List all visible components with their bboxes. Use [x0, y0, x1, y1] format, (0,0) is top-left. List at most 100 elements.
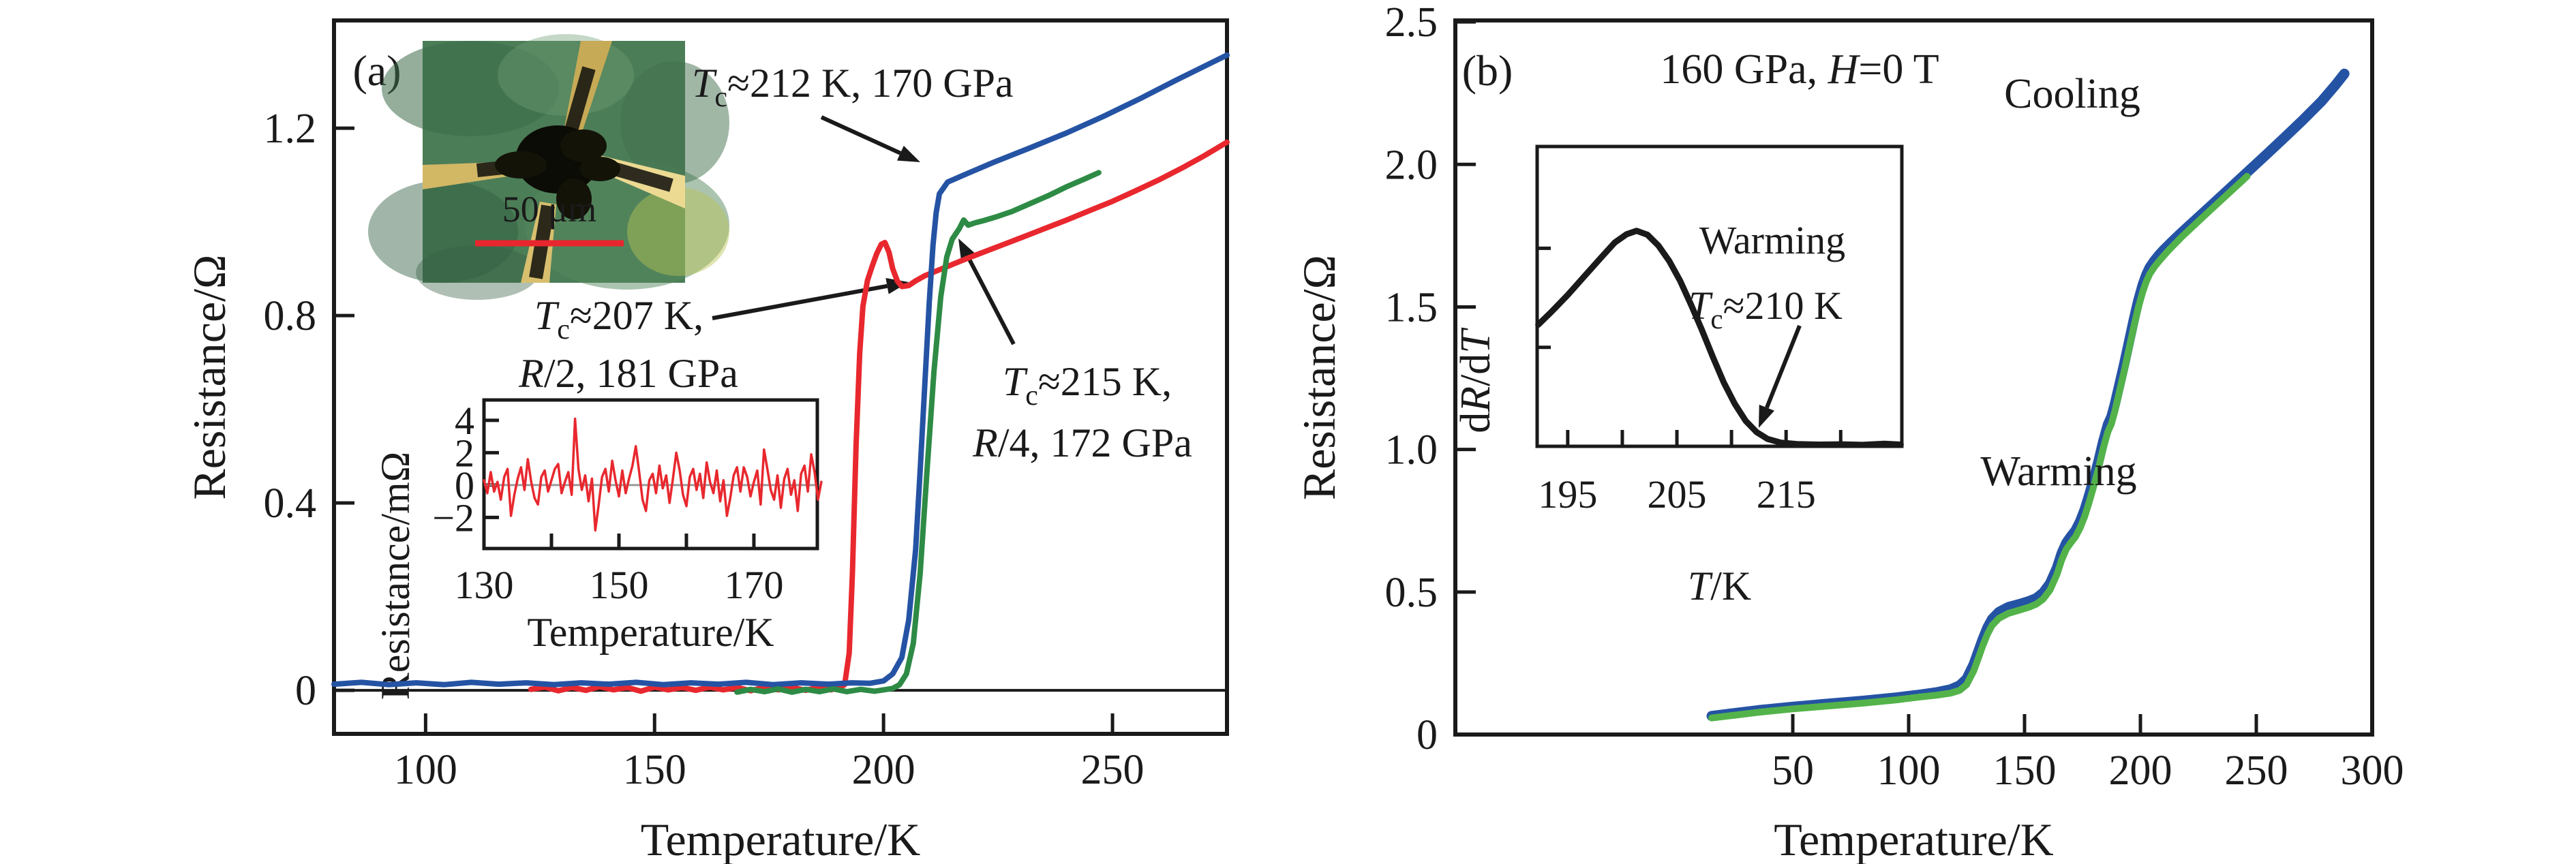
- text-run: T: [1003, 359, 1028, 404]
- text-run: c: [1025, 380, 1038, 412]
- text-run: T: [534, 293, 560, 338]
- annotation-tc-210: Tc≈210 K: [1688, 283, 1843, 335]
- photo-texture: [627, 187, 729, 276]
- panel-b-frame: [1453, 18, 2374, 737]
- x-tick-label: 300: [2341, 747, 2404, 794]
- y-tick-label: 1.2: [264, 106, 317, 152]
- cooling-label: Cooling: [2004, 71, 2140, 117]
- noise-inset-yaxis-title: Resistance/mΩ: [373, 452, 418, 700]
- text-run: /4, 172 GPa: [998, 420, 1192, 465]
- noise-y-tick-label: −2: [432, 495, 474, 540]
- sample-arm: [556, 179, 592, 219]
- sample-arm: [495, 151, 547, 179]
- y-tick-label: 1.0: [1385, 427, 1438, 474]
- text-run: T: [1688, 283, 1713, 328]
- drdt-inset-xaxis-title: T/K: [1688, 564, 1751, 608]
- drdt-x-tick-label: 215: [1757, 472, 1816, 516]
- curve-warming: [1708, 172, 2251, 722]
- y-tick-label: 0.5: [1385, 570, 1438, 616]
- x-tick-label: 100: [1877, 747, 1941, 794]
- y-tick-label: 0.4: [264, 480, 317, 527]
- y-tick-label: 0: [295, 668, 316, 714]
- annotation-tc-212: Tc≈212 K, 170 GPa: [692, 61, 1014, 113]
- noise-inset-frame: [482, 398, 819, 551]
- photo-texture: [416, 245, 539, 300]
- noise-inset-xaxis-title: Temperature/K: [527, 610, 774, 655]
- text-run: =0 T: [1858, 46, 1939, 93]
- text-run: ≈210 K: [1723, 283, 1843, 328]
- text-run: /2, 181 GPa: [544, 351, 738, 396]
- drdt-x-tick-label: 195: [1538, 472, 1597, 516]
- panel-a-yaxis-title: Resistance/Ω: [183, 254, 235, 499]
- drdt-inset-yaxis-title: dR/dT: [1453, 327, 1499, 433]
- curve-sample-170GPa: [331, 52, 1230, 688]
- panel-a-xaxis-title: Temperature/K: [641, 814, 921, 864]
- y-tick-label: 0.8: [264, 293, 317, 339]
- arrow-to-red-curve-head: [885, 277, 909, 294]
- y-tick-label: 0: [1416, 712, 1438, 758]
- panel-b-xaxis-title: Temperature/K: [1774, 814, 2054, 864]
- annotation-tc-207-line1: Tc≈207 K,: [534, 293, 703, 345]
- photo-texture: [498, 34, 634, 116]
- arrow-to-blue-knee-shaft: [820, 115, 902, 155]
- arrow-to-tc210-shaft: [1765, 324, 1802, 409]
- x-tick-label: 250: [2225, 747, 2288, 794]
- text-run: R: [518, 351, 544, 396]
- y-tick-label: 2.0: [1385, 142, 1438, 188]
- panel-b-condition-title: 160 GPa, H=0 T: [1660, 46, 1939, 93]
- photo-texture: [620, 61, 729, 184]
- noise-x-tick-label: 170: [724, 563, 783, 607]
- text-run: ≈207 K,: [570, 293, 703, 338]
- x-tick-label: 100: [394, 747, 457, 793]
- curve-sample-181GPa: [528, 139, 1230, 694]
- noise-y-tick-label: 2: [455, 431, 474, 475]
- curve-cooling: [1706, 68, 2350, 722]
- photo-inset: 50 μm: [368, 34, 729, 300]
- sample-arm: [560, 129, 607, 162]
- photo-texture: [382, 41, 559, 136]
- arrow-to-tc210-head: [1759, 404, 1775, 428]
- drdt-x-tick-label: 205: [1648, 472, 1707, 516]
- x-tick-label: 250: [1081, 747, 1145, 793]
- text-run: c: [714, 82, 727, 113]
- noise-x-tick-label: 130: [455, 563, 514, 607]
- annotation-tc-207-line2: R/2, 181 GPa: [518, 351, 738, 396]
- text-run: c: [1710, 303, 1723, 335]
- arrow-to-red-curve-shaft: [712, 283, 888, 320]
- text-run: c: [557, 314, 570, 345]
- panel-a-frame: [332, 18, 1229, 736]
- x-tick-label: 200: [2109, 747, 2172, 794]
- photo-texture: [368, 181, 518, 283]
- curve-drdt-warming: [1535, 228, 1904, 448]
- text-run: T: [1688, 564, 1713, 608]
- text-run: 160 GPa,: [1660, 46, 1828, 93]
- text-run: ≈215 K,: [1038, 359, 1172, 404]
- drdt-inset-frame: [1535, 144, 1904, 448]
- x-tick-label: 200: [852, 747, 915, 793]
- x-tick-label: 150: [1993, 747, 2057, 794]
- text-run: d: [1453, 412, 1499, 433]
- panel-b-yaxis-title: Resistance/Ω: [1293, 255, 1345, 500]
- text-run: T: [692, 61, 717, 106]
- x-tick-label: 50: [1772, 747, 1814, 794]
- arrow-to-green-knee-shaft: [967, 256, 1016, 345]
- noise-y-tick-label: 0: [455, 463, 474, 508]
- scale-bar-label: 50 μm: [502, 189, 596, 230]
- noise-y-tick-label: 4: [455, 399, 474, 443]
- text-run: /d: [1453, 354, 1499, 386]
- noise-x-tick-label: 150: [589, 563, 648, 607]
- warming-label: Warming: [1980, 448, 2136, 495]
- noise-trace: [483, 417, 823, 532]
- sample-arm: [579, 157, 620, 181]
- text-run: ≈212 K, 170 GPa: [727, 61, 1014, 106]
- y-tick-label: 1.5: [1385, 284, 1438, 330]
- inset-warming-label: Warming: [1699, 218, 1845, 262]
- x-tick-label: 150: [623, 747, 686, 793]
- annotation-tc-215-line1: Tc≈215 K,: [1003, 359, 1172, 412]
- panel-b-letter: (b): [1462, 46, 1513, 95]
- text-run: H: [1828, 46, 1861, 93]
- text-run: R: [972, 420, 998, 465]
- text-run: /K: [1710, 564, 1751, 608]
- text-run: R: [1453, 386, 1499, 413]
- text-run: T: [1453, 327, 1499, 354]
